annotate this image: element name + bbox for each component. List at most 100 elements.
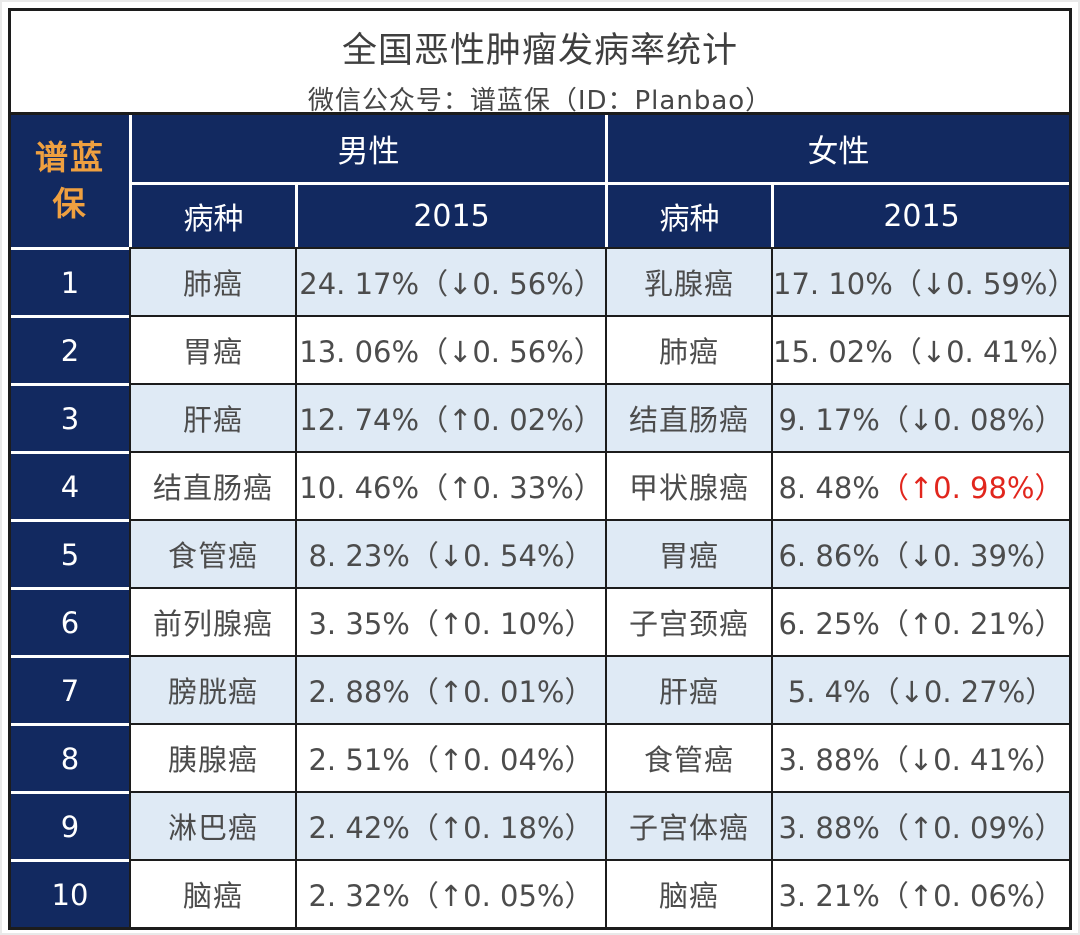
male-disease-cell: 肺癌: [129, 247, 295, 315]
table-row: 6 前列腺癌 3. 35%（↑0. 10%） 子宫颈癌 6. 25%（↑0. 2…: [11, 587, 1069, 655]
male-disease-cell: 结直肠癌: [129, 451, 295, 519]
column-header-disease-male: 病种: [129, 182, 295, 247]
rank-cell: 1: [11, 247, 129, 315]
male-disease-cell: 胃癌: [129, 315, 295, 383]
incidence-change: （↑0. 21%）: [879, 607, 1064, 641]
male-value-cell: 12. 74%（↑0. 02%）: [295, 383, 605, 451]
column-header-year-female: 2015: [771, 182, 1069, 247]
table-row: 5 食管癌 8. 23%（↓0. 54%） 胃癌 6. 86%（↓0. 39%）: [11, 519, 1069, 587]
female-value-cell: 8. 48%（↑0. 98%）: [771, 451, 1069, 519]
incidence-change: （↑0. 33%）: [419, 471, 603, 505]
incidence-rate: 2. 32%: [308, 879, 410, 913]
incidence-change: （↑0. 05%）: [409, 879, 594, 913]
incidence-rate: 8. 23%: [308, 539, 410, 573]
male-disease-cell: 胰腺癌: [129, 723, 295, 791]
table-row: 4 结直肠癌 10. 46%（↑0. 33%） 甲状腺癌 8. 48%（↑0. …: [11, 451, 1069, 519]
female-disease-cell: 肺癌: [605, 315, 771, 383]
female-value-cell: 3. 88%（↑0. 09%）: [771, 791, 1069, 859]
incidence-change: （↓0. 41%）: [892, 335, 1069, 369]
cancer-incidence-table-page: 全国恶性肿瘤发病率统计 微信公众号：谱蓝保（ID：Planbao） 谱蓝保 男性…: [8, 8, 1072, 930]
incidence-rate: 2. 42%: [308, 811, 410, 845]
female-value-cell: 3. 88%（↓0. 41%）: [771, 723, 1069, 791]
table-row: 2 胃癌 13. 06%（↓0. 56%） 肺癌 15. 02%（↓0. 41%…: [11, 315, 1069, 383]
column-group-female: 女性: [605, 115, 1069, 182]
table-row: 7 膀胱癌 2. 88%（↑0. 01%） 肝癌 5. 4%（↓0. 27%）: [11, 655, 1069, 723]
column-group-male: 男性: [129, 115, 605, 182]
incidence-change: （↓0. 59%）: [892, 267, 1069, 301]
table-row: 8 胰腺癌 2. 51%（↑0. 04%） 食管癌 3. 88%（↓0. 41%…: [11, 723, 1069, 791]
incidence-change: （↑0. 02%）: [419, 403, 603, 437]
incidence-rate: 13. 06%: [299, 335, 420, 369]
table-row: 3 肝癌 12. 74%（↑0. 02%） 结直肠癌 9. 17%（↓0. 08…: [11, 383, 1069, 451]
incidence-rate: 2. 88%: [308, 675, 410, 709]
incidence-change: （↓0. 54%）: [409, 539, 594, 573]
header-sub-row: 病种 2015 病种 2015: [11, 182, 1069, 247]
female-disease-cell: 脑癌: [605, 859, 771, 927]
male-value-cell: 2. 32%（↑0. 05%）: [295, 859, 605, 927]
female-value-cell: 15. 02%（↓0. 41%）: [771, 315, 1069, 383]
column-header-disease-female: 病种: [605, 182, 771, 247]
female-value-cell: 3. 21%（↑0. 06%）: [771, 859, 1069, 927]
incidence-rate: 9. 17%: [778, 403, 880, 437]
rank-cell: 8: [11, 723, 129, 791]
table-row: 1 肺癌 24. 17%（↓0. 56%） 乳腺癌 17. 10%（↓0. 59…: [11, 247, 1069, 315]
rank-cell: 9: [11, 791, 129, 859]
incidence-change: （↓0. 08%）: [879, 403, 1064, 437]
female-value-cell: 17. 10%（↓0. 59%）: [771, 247, 1069, 315]
male-disease-cell: 食管癌: [129, 519, 295, 587]
rank-cell: 6: [11, 587, 129, 655]
female-disease-cell: 子宫颈癌: [605, 587, 771, 655]
male-disease-cell: 肝癌: [129, 383, 295, 451]
table-row: 9 淋巴癌 2. 42%（↑0. 18%） 子宫体癌 3. 88%（↑0. 09…: [11, 791, 1069, 859]
incidence-change: （↑0. 01%）: [409, 675, 594, 709]
incidence-rate: 15. 02%: [773, 335, 893, 369]
female-disease-cell: 胃癌: [605, 519, 771, 587]
male-value-cell: 24. 17%（↓0. 56%）: [295, 247, 605, 315]
male-disease-cell: 膀胱癌: [129, 655, 295, 723]
female-disease-cell: 肝癌: [605, 655, 771, 723]
incidence-change: （↑0. 98%）: [879, 471, 1064, 505]
male-value-cell: 13. 06%（↓0. 56%）: [295, 315, 605, 383]
incidence-change: （↓0. 39%）: [879, 539, 1064, 573]
male-value-cell: 8. 23%（↓0. 54%）: [295, 519, 605, 587]
incidence-rate: 3. 21%: [778, 879, 880, 913]
page-title: 全国恶性肿瘤发病率统计: [341, 31, 738, 71]
brand-logo-cell: 谱蓝保: [11, 115, 129, 247]
male-value-cell: 3. 35%（↑0. 10%）: [295, 587, 605, 655]
table-title-block: 全国恶性肿瘤发病率统计 微信公众号：谱蓝保（ID：Planbao）: [8, 8, 1072, 116]
incidence-rate: 6. 25%: [778, 607, 880, 641]
female-disease-cell: 乳腺癌: [605, 247, 771, 315]
rank-cell: 5: [11, 519, 129, 587]
incidence-change: （↓0. 56%）: [419, 267, 603, 301]
column-header-year-male: 2015: [295, 182, 605, 247]
female-disease-cell: 甲状腺癌: [605, 451, 771, 519]
male-value-cell: 2. 51%（↑0. 04%）: [295, 723, 605, 791]
male-disease-cell: 前列腺癌: [129, 587, 295, 655]
female-value-cell: 6. 25%（↑0. 21%）: [771, 587, 1069, 655]
male-value-cell: 2. 42%（↑0. 18%）: [295, 791, 605, 859]
incidence-change: （↓0. 41%）: [879, 743, 1064, 777]
female-value-cell: 9. 17%（↓0. 08%）: [771, 383, 1069, 451]
incidence-change: （↑0. 18%）: [409, 811, 594, 845]
incidence-rate: 24. 17%: [299, 267, 420, 301]
male-value-cell: 10. 46%（↑0. 33%）: [295, 451, 605, 519]
incidence-change: （↑0. 06%）: [879, 879, 1064, 913]
incidence-rate: 8. 48%: [778, 471, 880, 505]
rank-cell: 7: [11, 655, 129, 723]
wechat-account-subtitle: 微信公众号：谱蓝保（ID：Planbao）: [307, 86, 773, 116]
incidence-rate: 5. 4%: [787, 675, 871, 709]
female-value-cell: 5. 4%（↓0. 27%）: [771, 655, 1069, 723]
female-disease-cell: 食管癌: [605, 723, 771, 791]
incidence-change: （↓0. 56%）: [419, 335, 603, 369]
male-disease-cell: 淋巴癌: [129, 791, 295, 859]
incidence-rate: 6. 86%: [778, 539, 880, 573]
brand-logo-text: 谱蓝保: [35, 138, 105, 223]
rank-cell: 2: [11, 315, 129, 383]
incidence-change: （↑0. 09%）: [879, 811, 1064, 845]
incidence-rate: 17. 10%: [773, 267, 893, 301]
incidence-rate: 2. 51%: [308, 743, 410, 777]
incidence-rate: 10. 46%: [299, 471, 420, 505]
incidence-change: （↑0. 10%）: [409, 607, 594, 641]
female-disease-cell: 结直肠癌: [605, 383, 771, 451]
rank-cell: 10: [11, 859, 129, 927]
